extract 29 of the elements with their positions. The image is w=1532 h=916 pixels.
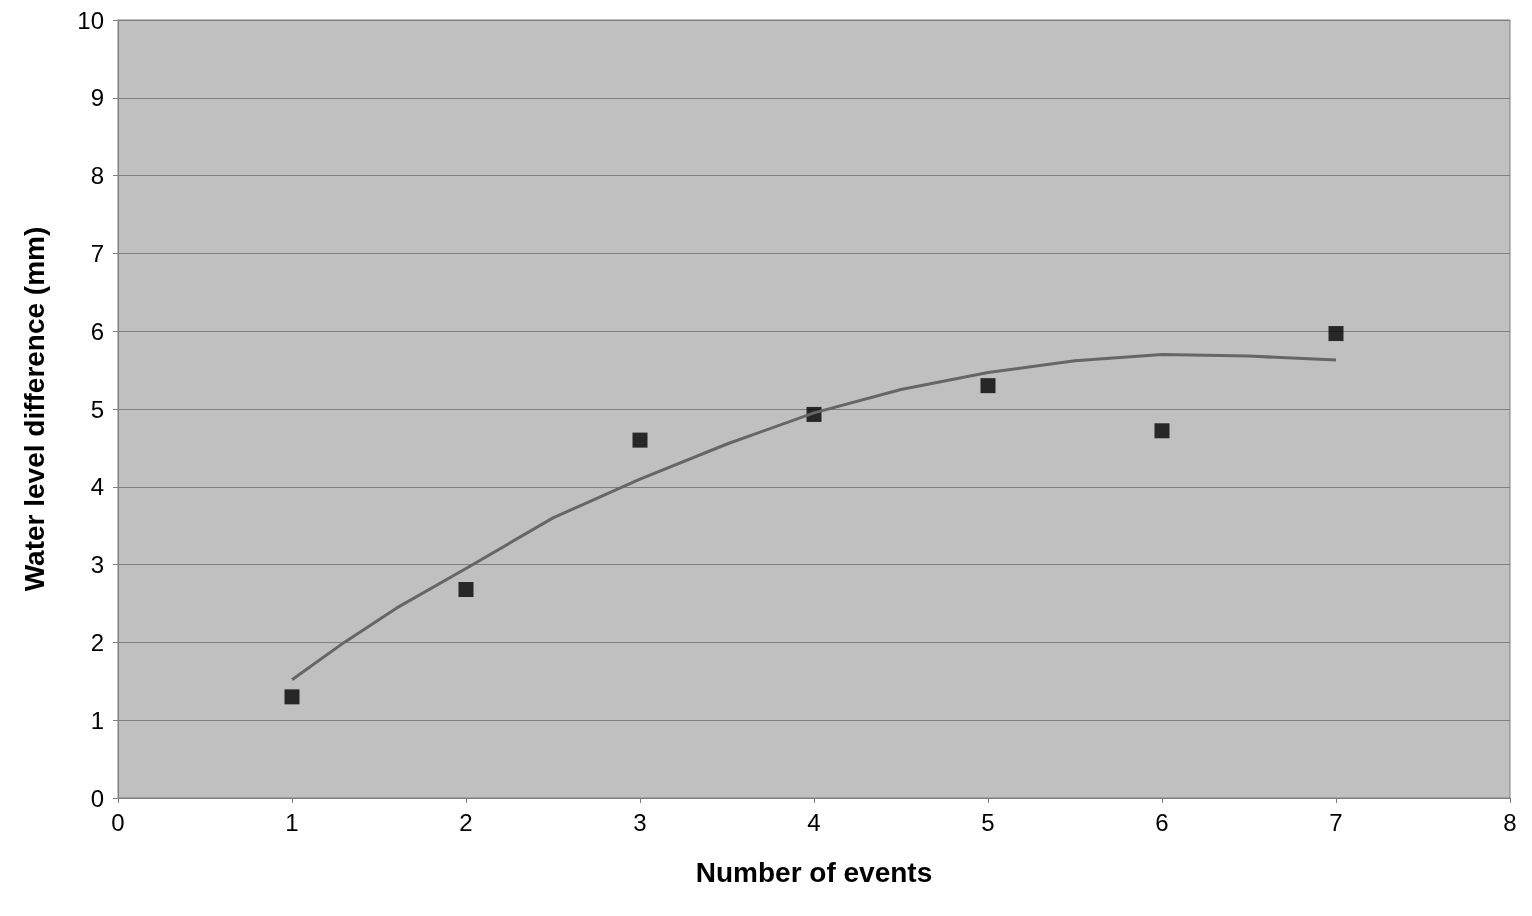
y-tick-label: 6 [90, 317, 104, 345]
x-tick-label: 3 [633, 808, 647, 836]
line-series [290, 353, 1338, 682]
y-tick-label: 7 [90, 239, 104, 267]
y-tick-label: 8 [90, 162, 104, 190]
y-tick-label: 9 [90, 84, 104, 112]
x-tick-label: 6 [1155, 808, 1169, 836]
point [632, 432, 648, 448]
x-tick-label: 7 [1329, 808, 1343, 836]
x-tick-label: 5 [981, 808, 995, 836]
y-tick-label: 0 [90, 784, 104, 812]
x-axis-title: Number of events [695, 856, 933, 888]
point [980, 378, 996, 394]
x-tick-label: 1 [285, 808, 299, 836]
y-tick-label: 10 [77, 6, 104, 34]
point [458, 582, 474, 597]
point [1328, 326, 1344, 342]
y-tick-label: 5 [90, 395, 104, 423]
x-tick-label: 0 [111, 808, 125, 836]
y-axis-title: Water level difference (mm) [18, 226, 50, 592]
y-tick-label: 2 [90, 628, 104, 656]
point [284, 689, 300, 705]
y-tick-label: 3 [90, 551, 104, 579]
point [1154, 423, 1170, 439]
y-tick-label: 1 [90, 706, 104, 734]
y-tick-label: 4 [90, 473, 104, 501]
x-tick-label: 8 [1503, 808, 1517, 836]
x-tick-label: 2 [459, 808, 473, 836]
x-tick-label: 4 [807, 808, 821, 836]
